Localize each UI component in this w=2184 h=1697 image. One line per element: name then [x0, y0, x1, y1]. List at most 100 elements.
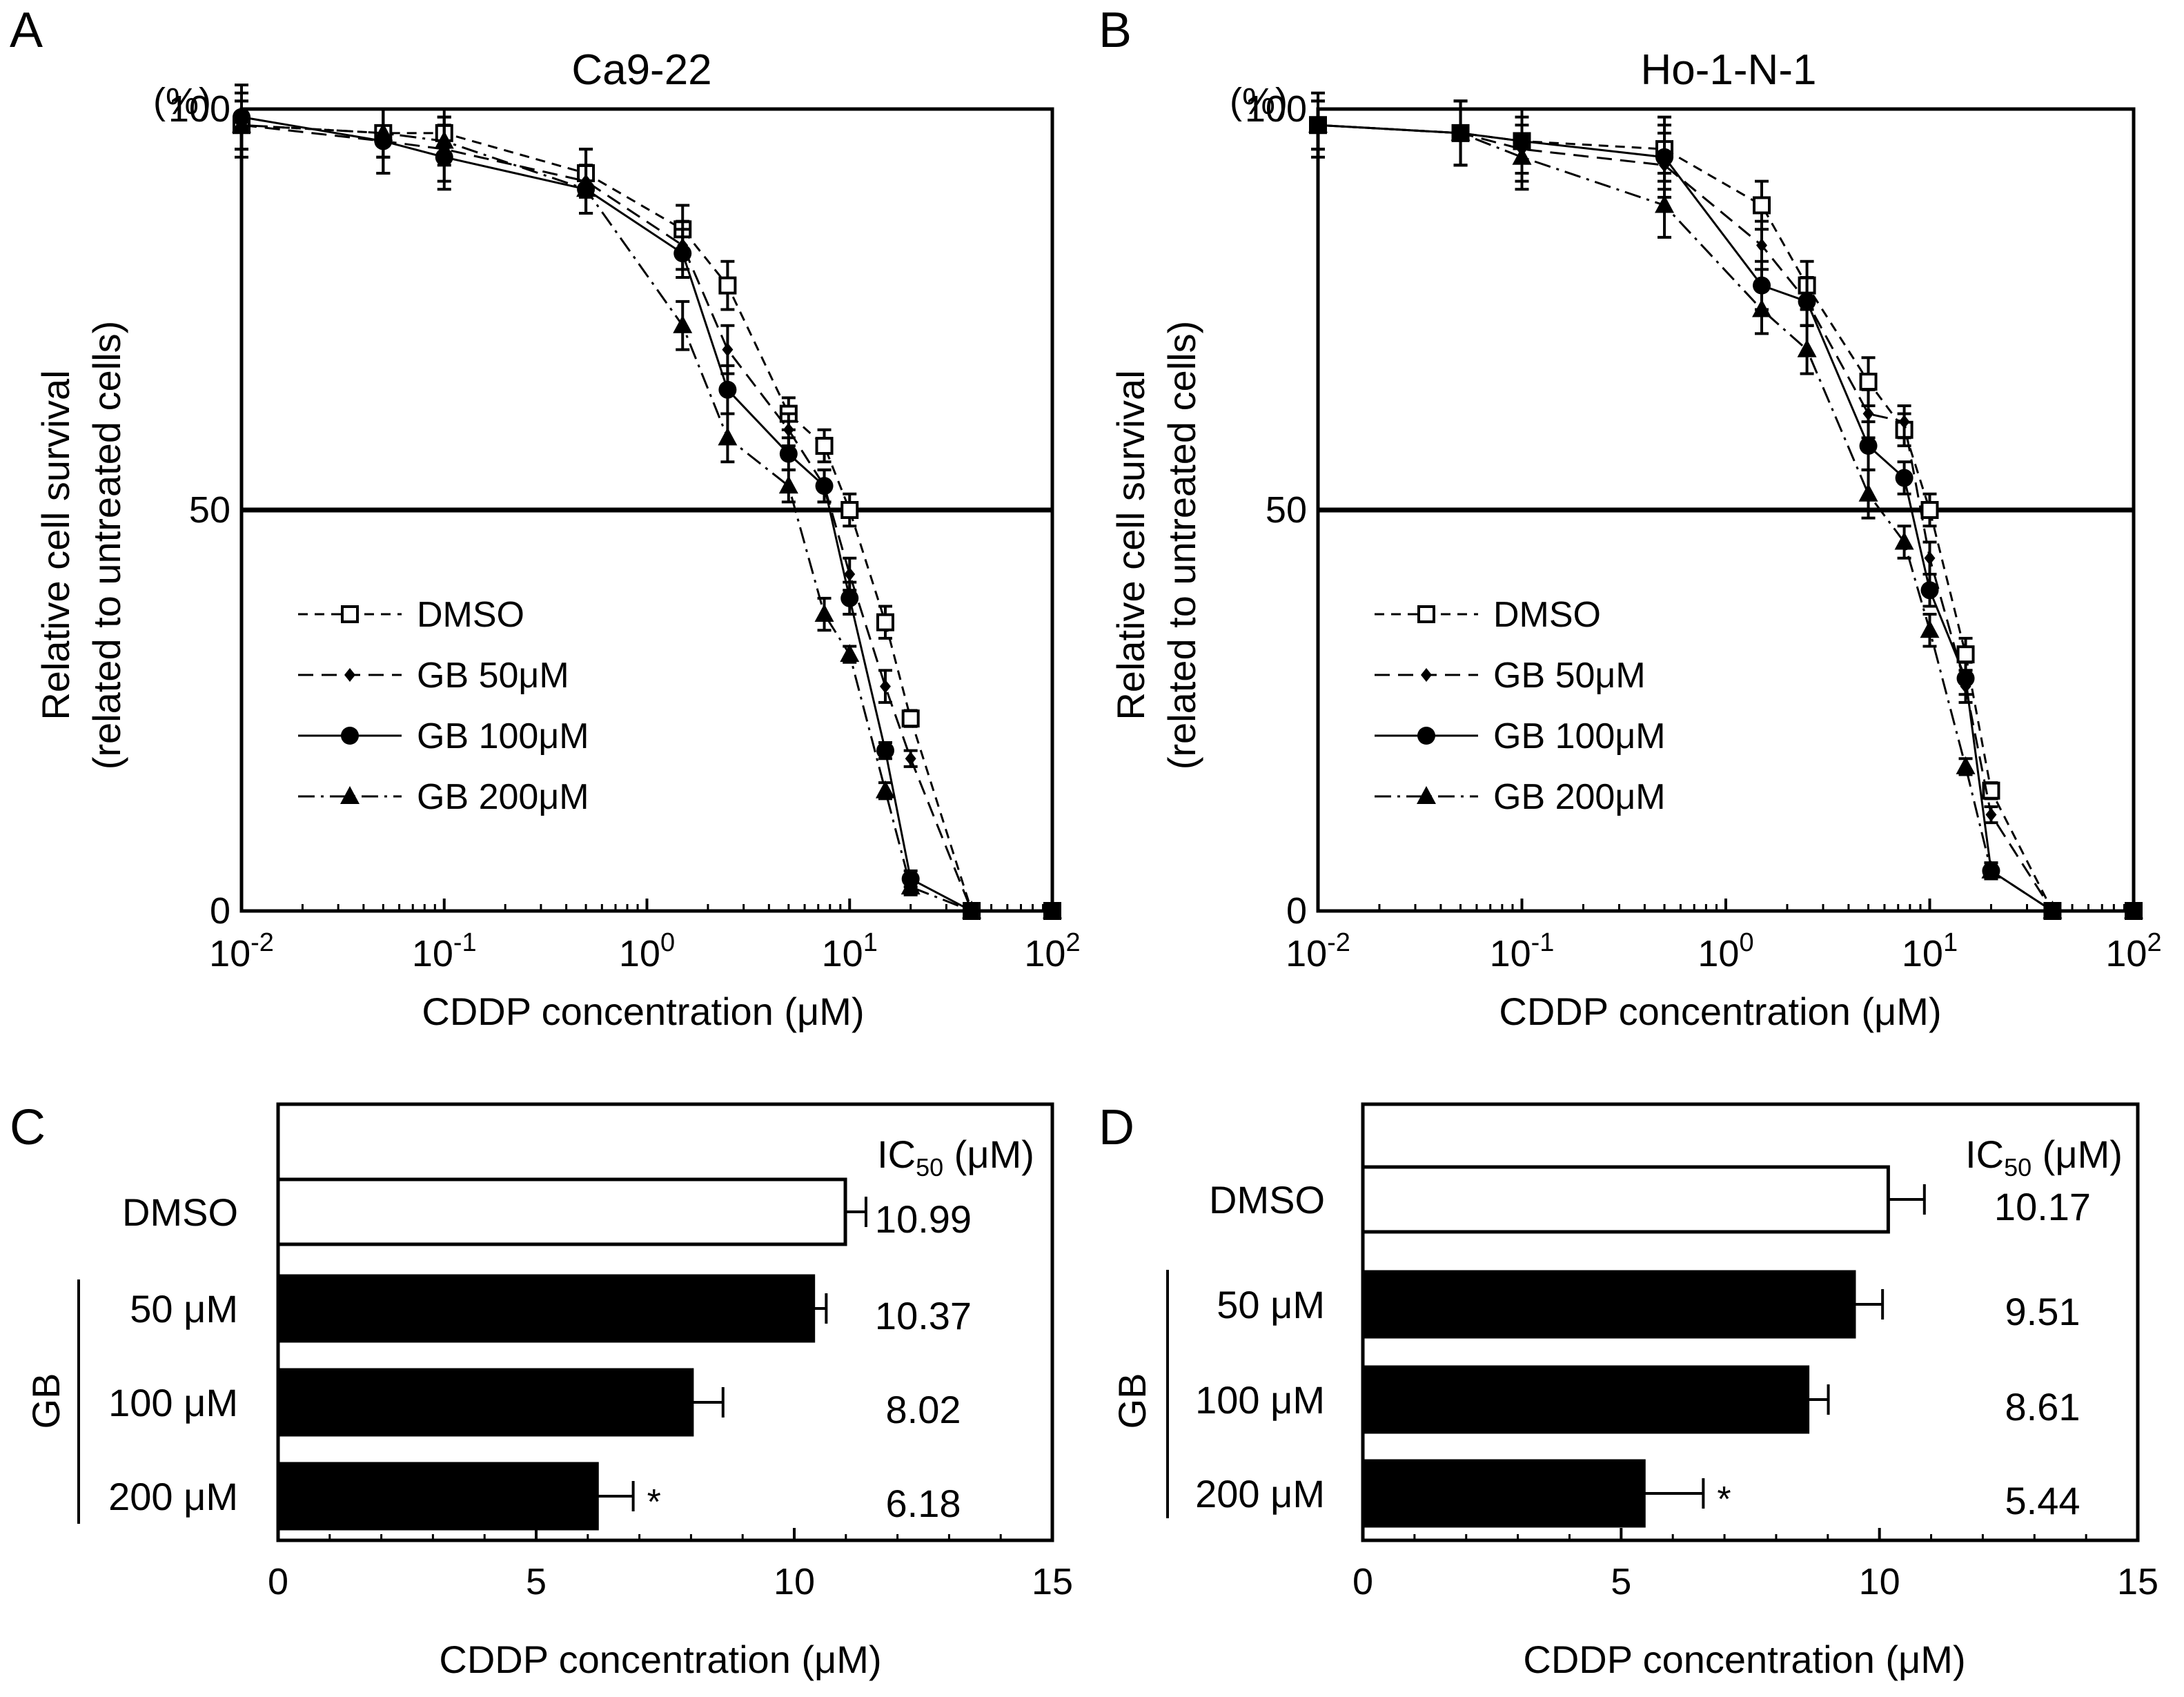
panel-label-d: D: [1099, 1100, 1134, 1155]
chart-a-x-tick-base: 10: [619, 933, 660, 974]
chart-d-x-tick-label: 10: [1859, 1561, 1900, 1602]
chart-d-x-tick-label: 0: [1352, 1561, 1373, 1602]
chart-b-series-line: [1317, 124, 2134, 912]
chart-b-data-point: [1956, 669, 1975, 688]
chart-b-legend-item: GB 100μM: [1375, 716, 1666, 756]
chart-b-x-tick-label: 10-1: [1490, 928, 1555, 974]
chart-c-x-tick-label: 15: [1032, 1561, 1073, 1602]
chart-a-x-tick-label: 102: [1024, 928, 1080, 974]
chart-b-x-tick-base: 10: [1698, 933, 1739, 974]
chart-c-value-label: 6.18: [886, 1482, 961, 1525]
chart-d-texts: CDDP concentration (μM) IC50 (μM) GB: [1110, 1132, 2123, 1681]
chart-d-group-label: GB: [1110, 1373, 1154, 1429]
chart-a-x-tick-base: 10: [1024, 933, 1065, 974]
chart-a-series-1: [235, 91, 1058, 918]
chart-a-data-point: [779, 444, 798, 463]
chart-a-data-point: [814, 604, 834, 622]
chart-a-x-tick-exp: -1: [453, 928, 477, 957]
chart-b-legend-marker: [1417, 727, 1435, 745]
chart-b-series-line: [1317, 124, 2134, 912]
chart-b-x-tick-base: 10: [1490, 933, 1531, 974]
chart-a-data-point: [718, 380, 737, 399]
chart-b-data-point: [1655, 195, 1675, 213]
chart-a-data-point: [722, 342, 734, 357]
chart-a-series-2: [233, 84, 1061, 920]
chart-d-bar: [1361, 1365, 1810, 1434]
chart-a-legend-label: GB 100μM: [417, 716, 589, 756]
chart-b-x-tick-exp: -1: [1531, 928, 1555, 957]
chart-a-x-tick-exp: 0: [660, 928, 675, 957]
chart-c-group-label: GB: [24, 1373, 68, 1429]
chart-a-data-point: [840, 644, 860, 663]
chart-c-x-tick-label: 0: [268, 1561, 288, 1602]
chart-c-x-tick-label: 5: [526, 1561, 547, 1602]
chart-b-y-tick-label: 0: [1286, 890, 1307, 932]
chart-d-category-label: DMSO: [1209, 1178, 1325, 1222]
chart-c-category-label: 200 μM: [108, 1475, 238, 1518]
chart-a-x-tick-base: 10: [822, 933, 863, 974]
chart-a-series-line: [241, 124, 1052, 912]
chart-d-header-unit: (μM): [2031, 1132, 2123, 1176]
chart-b-data-point: [1985, 807, 1997, 822]
chart-b-legend-label: GB 50μM: [1493, 656, 1646, 696]
chart-d-value-header: IC50 (μM): [1965, 1132, 2123, 1181]
chart-b-legend-item: GB 200μM: [1375, 777, 1666, 817]
chart-c-x-tick-label: 10: [774, 1561, 815, 1602]
chart-b-data-point: [2043, 901, 2063, 919]
chart-a-legend-label: GB 50μM: [417, 656, 569, 696]
chart-a-data-point: [778, 475, 798, 494]
chart-a-legend-label: DMSO: [417, 595, 524, 635]
chart-a-legend-item: DMSO: [298, 595, 524, 635]
chart-a-x-tick-exp: 1: [863, 928, 878, 957]
chart-a-data-point: [1043, 901, 1062, 919]
chart-d-value-label: 5.44: [2005, 1479, 2080, 1522]
chart-b-legend-marker: [1421, 668, 1432, 682]
chart-c-value-label: 8.02: [886, 1388, 961, 1431]
chart-d-value-label: 8.61: [2005, 1385, 2080, 1429]
chart-b-x-tick-label: 101: [1902, 928, 1958, 974]
chart-b-data-point: [1859, 437, 1878, 455]
chart-d-x-tick-label: 5: [1611, 1561, 1631, 1602]
panel-label-a: A: [10, 3, 43, 58]
chart-b-data-point: [1862, 406, 1874, 421]
chart-a-legend-item: GB 50μM: [298, 656, 569, 696]
chart-a-ylabel-2: (related to untreated cells): [85, 321, 128, 770]
chart-b-legend-label: GB 100μM: [1493, 716, 1666, 756]
panel-label-c: C: [10, 1100, 46, 1155]
chart-c-category-label: 50 μM: [130, 1287, 238, 1331]
chart-a-data-point: [815, 477, 834, 496]
chart-c-xlabel: CDDP concentration (μM): [439, 1638, 881, 1681]
chart-b-data-point: [1956, 645, 1975, 664]
chart-b-texts: Ho-1-N-1 (%) Relative cell survival (rel…: [1109, 46, 1942, 1033]
chart-a-data-point: [576, 179, 596, 197]
chart-c-bar: [276, 1462, 599, 1531]
chart-c: 0 5 10 15 DMSO 10.99 50 μM 10.37 100 μM 8.02 * 200 …: [77, 1102, 1073, 1602]
chart-a-data-point: [815, 437, 834, 455]
chart-a-y-tick-label: 0: [210, 890, 230, 932]
chart-a-legend-marker: [344, 668, 355, 682]
chart-b-x-tick-label: 100: [1698, 928, 1753, 974]
chart-b-data-point: [1753, 196, 1771, 215]
chart-b-xlabel: CDDP concentration (μM): [1499, 990, 1941, 1033]
chart-a-data-point: [879, 679, 891, 694]
chart-c-category-label: 100 μM: [108, 1381, 238, 1424]
chart-c-bar: [276, 1177, 847, 1246]
chart-b-legend-marker: [1417, 605, 1435, 623]
chart-a-data-point: [373, 122, 393, 141]
chart-a-x-tick-base: 10: [209, 933, 250, 974]
chart-b-x-tick-base: 10: [1286, 933, 1327, 974]
chart-b-x-tick-base: 10: [1902, 933, 1943, 974]
chart-b-data-point: [1920, 581, 1939, 600]
chart-b-series-3: [1308, 99, 2143, 919]
chart-a-data-point: [901, 709, 920, 728]
chart-a-legend-marker: [340, 786, 360, 804]
chart-a-x-tick-label: 10-1: [412, 928, 477, 974]
chart-b-data-point: [1981, 860, 2001, 879]
chart-b-x-tick-exp: 0: [1739, 928, 1753, 957]
chart-a-data-point: [840, 501, 859, 519]
chart-d-x-tick-label: 15: [2117, 1561, 2158, 1602]
chart-b-ylabel-2: (related to untreated cells): [1160, 321, 1203, 770]
chart-b-data-point: [1450, 122, 1470, 141]
